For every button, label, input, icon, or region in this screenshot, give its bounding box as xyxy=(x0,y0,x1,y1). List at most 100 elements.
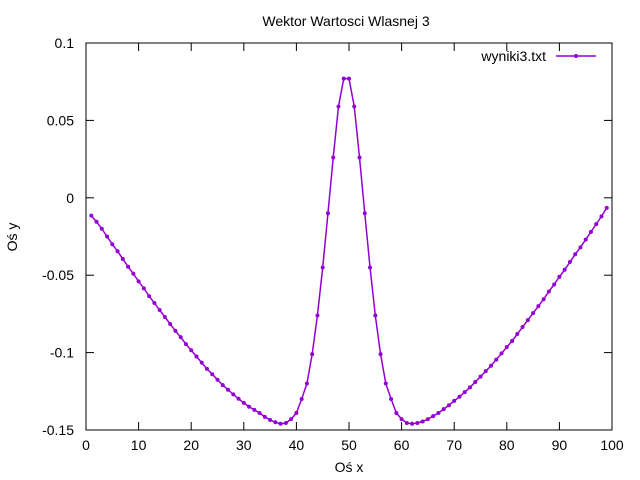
x-tick-label: 40 xyxy=(289,437,305,453)
x-tick-label: 80 xyxy=(499,437,515,453)
x-tick-label: 60 xyxy=(394,437,410,453)
data-point xyxy=(325,211,330,216)
data-point xyxy=(583,237,588,242)
data-point xyxy=(94,219,99,224)
data-point xyxy=(467,385,472,390)
data-point xyxy=(247,404,252,409)
data-point xyxy=(420,419,425,424)
data-point xyxy=(220,383,225,388)
data-point xyxy=(410,421,415,426)
data-point xyxy=(531,311,536,316)
data-point xyxy=(594,222,599,227)
data-point xyxy=(204,366,209,371)
legend: wyniki3.txt xyxy=(480,48,596,64)
data-point xyxy=(183,342,188,347)
data-point xyxy=(173,328,178,333)
data-point xyxy=(352,104,357,109)
plot-frame xyxy=(85,42,613,431)
y-axis-label: Oś y xyxy=(4,223,20,252)
data-point xyxy=(557,274,562,279)
data-point xyxy=(599,214,604,219)
data-point xyxy=(252,407,257,412)
data-point xyxy=(562,267,567,272)
data-point xyxy=(504,345,509,350)
data-point xyxy=(110,242,115,247)
data-point xyxy=(262,414,267,419)
data-point xyxy=(394,410,399,415)
data-point xyxy=(578,245,583,250)
y-tick-label: 0.1 xyxy=(55,35,75,51)
data-point xyxy=(215,377,220,382)
data-point xyxy=(89,213,94,218)
data-point xyxy=(520,325,525,330)
data-point xyxy=(115,249,120,254)
data-point xyxy=(310,352,315,357)
x-axis-label: Oś x xyxy=(335,459,364,475)
data-point xyxy=(510,338,515,343)
data-point xyxy=(431,414,436,419)
data-point xyxy=(283,421,288,426)
data-point xyxy=(241,400,246,405)
data-point xyxy=(168,321,173,326)
data-point xyxy=(415,421,420,426)
data-point xyxy=(304,381,309,386)
data-point xyxy=(489,363,494,368)
data-point xyxy=(99,226,104,231)
legend-label: wyniki3.txt xyxy=(480,48,546,64)
data-point xyxy=(452,398,457,403)
data-point xyxy=(147,294,152,299)
data-point xyxy=(347,76,351,81)
series-layer xyxy=(89,76,609,426)
data-point xyxy=(231,392,236,397)
x-tick-label: 0 xyxy=(82,437,90,453)
data-point xyxy=(552,282,557,287)
chart-title: Wektor Wartosci Wlasnej 3 xyxy=(262,13,429,29)
data-point xyxy=(331,155,336,160)
data-point xyxy=(446,403,451,408)
data-point xyxy=(294,410,299,415)
data-point xyxy=(278,421,283,426)
series-line xyxy=(90,77,608,425)
data-point xyxy=(320,265,325,270)
data-point xyxy=(199,360,204,365)
x-tick-label: 90 xyxy=(552,437,568,453)
data-point xyxy=(210,372,215,377)
data-point xyxy=(178,335,183,340)
data-point xyxy=(425,417,430,422)
y-tick-label: -0.1 xyxy=(50,345,74,361)
data-point xyxy=(273,420,278,425)
x-tick-label: 100 xyxy=(600,437,624,453)
y-tick-label: 0 xyxy=(66,190,74,206)
data-point xyxy=(525,318,530,323)
y-tick-label: 0.05 xyxy=(47,112,74,128)
data-point xyxy=(567,260,572,265)
data-point xyxy=(573,252,578,257)
data-point xyxy=(499,351,504,356)
data-point xyxy=(362,211,367,216)
data-point xyxy=(289,417,294,422)
x-tick-label: 30 xyxy=(236,437,252,453)
data-point xyxy=(236,396,241,401)
data-point xyxy=(120,256,125,261)
x-tick-label: 20 xyxy=(183,437,199,453)
data-point xyxy=(604,205,609,210)
data-point xyxy=(378,352,383,357)
data-point xyxy=(373,313,378,318)
x-tick-label: 70 xyxy=(446,437,462,453)
data-point xyxy=(404,421,409,426)
data-point xyxy=(126,264,131,269)
data-point xyxy=(399,417,404,422)
data-point xyxy=(299,397,304,402)
data-point xyxy=(546,289,551,294)
y-tick-label: -0.15 xyxy=(42,422,74,438)
data-point xyxy=(368,265,373,270)
data-point xyxy=(194,354,199,359)
data-point xyxy=(494,357,499,362)
data-point xyxy=(462,390,467,395)
data-point xyxy=(226,387,231,392)
data-point xyxy=(162,315,167,319)
data-point xyxy=(105,234,110,239)
data-point xyxy=(515,332,520,337)
data-point xyxy=(478,374,483,379)
data-point xyxy=(189,348,194,353)
